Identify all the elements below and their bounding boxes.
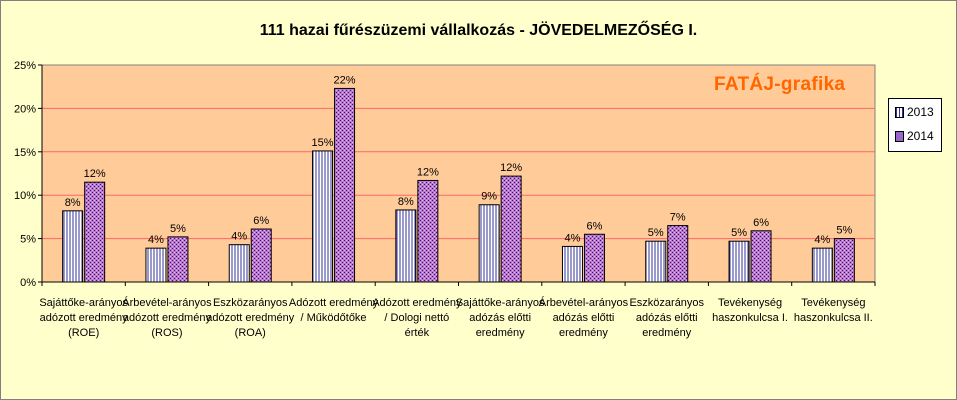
x-tick-label: eredmény bbox=[476, 327, 525, 339]
bar-2013 bbox=[395, 209, 417, 283]
x-tick-label: Árbevétel-arányos bbox=[539, 296, 629, 309]
y-tick-label: 10% bbox=[14, 190, 36, 202]
bar-2014 bbox=[167, 236, 189, 283]
bar-2013 bbox=[811, 247, 833, 283]
x-tick-label: (ROA) bbox=[235, 327, 266, 339]
bar-2014 bbox=[500, 175, 522, 283]
bar-2013 bbox=[561, 245, 583, 283]
x-tick-label: adózott eredmény bbox=[206, 312, 295, 324]
data-label-2013: 4% bbox=[564, 232, 580, 244]
x-tick-label: adózás előtti bbox=[553, 312, 615, 324]
legend-label-2013: 2013 bbox=[907, 105, 934, 119]
x-tick-label: érték bbox=[405, 327, 430, 339]
chart-title: 111 hazai fűrészüzemi vállalkozás - JÖVE… bbox=[259, 22, 698, 39]
x-tick-label: eredmény bbox=[559, 327, 608, 339]
bar-2013 bbox=[645, 240, 667, 283]
data-label-2013: 8% bbox=[398, 196, 414, 208]
bar-2014 bbox=[84, 181, 106, 283]
x-tick-label: (ROE) bbox=[68, 327, 99, 339]
x-tick-label: adózott eredmény bbox=[40, 312, 129, 324]
x-tick-label: adózás előtti bbox=[469, 312, 531, 324]
chart-legend: 2013 2014 bbox=[888, 98, 942, 152]
data-label-2013: 8% bbox=[65, 197, 81, 209]
x-tick-label: adózott eredmény bbox=[123, 312, 212, 324]
x-tick-label: / Működőtőke bbox=[301, 312, 367, 324]
x-tick-label: Eszközarányos bbox=[213, 297, 288, 309]
x-tick-label: adózás előtti bbox=[636, 312, 698, 324]
bar-2013 bbox=[228, 244, 250, 283]
x-tick-label: Tevékenység bbox=[718, 297, 782, 309]
data-label-2014: 6% bbox=[753, 217, 769, 229]
data-label-2013: 15% bbox=[312, 137, 334, 149]
legend-label-2014: 2014 bbox=[907, 129, 934, 143]
legend-item-2014: 2014 bbox=[895, 129, 934, 143]
watermark-label: FATÁJ-grafika bbox=[714, 74, 846, 95]
data-label-2014: 12% bbox=[500, 162, 522, 174]
x-tick-label: Árbevétel-arányos bbox=[122, 296, 212, 309]
legend-swatch-2013 bbox=[895, 106, 904, 118]
data-label-2013: 9% bbox=[481, 191, 497, 203]
x-tick-label: Sajáttőke-arányos bbox=[456, 297, 545, 309]
y-tick-label: 0% bbox=[20, 277, 36, 289]
data-label-2014: 22% bbox=[334, 74, 356, 86]
bar-2014 bbox=[583, 233, 605, 283]
bar-2013 bbox=[62, 210, 84, 283]
data-label-2013: 5% bbox=[648, 227, 664, 239]
data-label-2014: 12% bbox=[84, 168, 106, 180]
data-label-2013: 4% bbox=[814, 234, 830, 246]
data-label-2013: 4% bbox=[231, 231, 247, 243]
x-tick-label: Tevékenység bbox=[801, 297, 865, 309]
data-label-2013: 4% bbox=[148, 234, 164, 246]
data-label-2014: 5% bbox=[170, 223, 186, 235]
y-tick-label: 20% bbox=[14, 103, 36, 115]
bar-2014 bbox=[833, 238, 855, 283]
x-tick-label: Adózott eredmény bbox=[372, 297, 462, 309]
bar-2014 bbox=[750, 230, 772, 283]
bar-2013 bbox=[312, 150, 334, 283]
data-label-2014: 7% bbox=[670, 212, 686, 224]
plot-area bbox=[41, 64, 876, 283]
bar-2014 bbox=[417, 179, 439, 283]
bar-2013 bbox=[145, 247, 167, 283]
y-tick-label: 5% bbox=[20, 234, 36, 246]
y-tick-label: 15% bbox=[14, 147, 36, 159]
x-tick-label: Adózott eredmény bbox=[289, 297, 379, 309]
bar-2014 bbox=[334, 87, 356, 283]
data-label-2013: 5% bbox=[731, 227, 747, 239]
x-tick-label: Eszközarányos bbox=[629, 297, 704, 309]
data-label-2014: 12% bbox=[417, 166, 439, 178]
y-tick-label: 25% bbox=[14, 60, 36, 72]
data-label-2014: 5% bbox=[836, 225, 852, 237]
x-tick-label: haszonkulcsa II. bbox=[794, 312, 873, 324]
bar-2013 bbox=[478, 204, 500, 283]
bar-2014 bbox=[667, 225, 689, 283]
legend-item-2013: 2013 bbox=[895, 105, 934, 119]
bar-2014 bbox=[250, 228, 272, 283]
x-tick-label: Sajáttőke-arányos bbox=[39, 297, 128, 309]
x-tick-label: haszonkulcsa I. bbox=[712, 312, 788, 324]
legend-swatch-2014 bbox=[895, 130, 904, 142]
x-tick-label: / Dologi nettó bbox=[384, 312, 449, 324]
bar-2013 bbox=[728, 240, 750, 283]
data-label-2014: 6% bbox=[586, 220, 602, 232]
data-label-2014: 6% bbox=[253, 215, 269, 227]
x-tick-label: (ROS) bbox=[151, 327, 182, 339]
x-tick-label: eredmény bbox=[642, 327, 691, 339]
